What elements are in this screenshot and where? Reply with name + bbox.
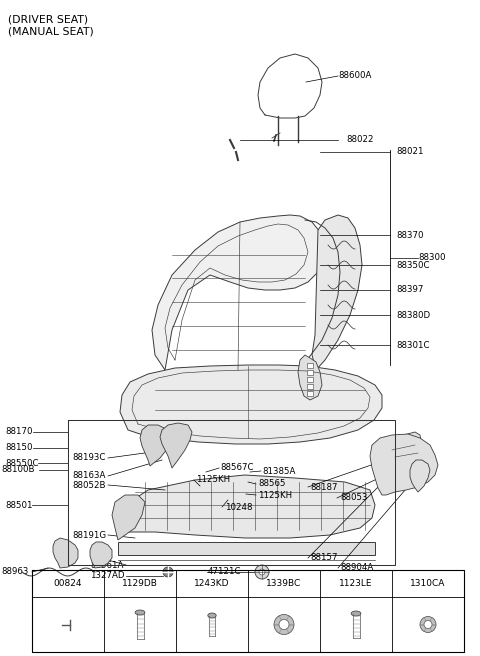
Text: 88100B: 88100B	[1, 466, 35, 474]
Bar	[307, 384, 313, 389]
Polygon shape	[385, 432, 422, 472]
Text: 88397: 88397	[396, 285, 423, 295]
Ellipse shape	[135, 610, 145, 615]
Circle shape	[255, 565, 269, 579]
Text: (DRIVER SEAT): (DRIVER SEAT)	[8, 14, 88, 24]
Text: 1125KH: 1125KH	[196, 476, 230, 485]
Text: 88157: 88157	[310, 554, 337, 562]
Circle shape	[274, 615, 294, 634]
Text: 1129DB: 1129DB	[122, 579, 158, 588]
Bar	[307, 363, 313, 368]
Text: 88350C: 88350C	[396, 260, 430, 270]
Polygon shape	[410, 460, 430, 492]
Polygon shape	[112, 495, 145, 540]
Text: 88550C: 88550C	[5, 459, 38, 468]
Polygon shape	[118, 542, 375, 555]
Text: 88053: 88053	[340, 493, 368, 502]
Polygon shape	[298, 355, 322, 400]
Text: 1339BC: 1339BC	[266, 579, 301, 588]
Polygon shape	[152, 215, 325, 370]
Text: 88300: 88300	[418, 253, 445, 262]
Text: 88150: 88150	[5, 443, 33, 453]
Text: 47121C: 47121C	[208, 567, 241, 577]
Ellipse shape	[351, 611, 361, 616]
Polygon shape	[160, 423, 192, 468]
Text: 88191G: 88191G	[72, 531, 106, 539]
Text: 88187: 88187	[310, 483, 337, 491]
Text: 81385A: 81385A	[262, 466, 295, 476]
Text: 88600A: 88600A	[338, 72, 372, 81]
Text: 88170: 88170	[5, 428, 33, 436]
Text: 88380D: 88380D	[396, 310, 430, 319]
Polygon shape	[370, 434, 438, 495]
Text: 1243KD: 1243KD	[194, 579, 230, 588]
Circle shape	[279, 619, 289, 630]
Polygon shape	[118, 475, 375, 538]
Polygon shape	[120, 365, 382, 444]
Text: 88052B: 88052B	[72, 480, 106, 489]
Text: 88565: 88565	[258, 480, 286, 489]
Text: 88301C: 88301C	[396, 340, 430, 350]
Text: 88561A: 88561A	[90, 560, 123, 569]
Bar	[307, 370, 313, 375]
Text: 1125KH: 1125KH	[258, 491, 292, 499]
Ellipse shape	[208, 613, 216, 618]
Text: 88567C: 88567C	[220, 464, 253, 472]
Text: 88021: 88021	[396, 148, 423, 157]
Circle shape	[259, 569, 265, 575]
Text: 88193C: 88193C	[72, 453, 106, 462]
Text: 1123LE: 1123LE	[339, 579, 373, 588]
Bar	[307, 391, 313, 396]
Polygon shape	[312, 215, 362, 370]
Circle shape	[424, 621, 432, 628]
Text: 88163A: 88163A	[72, 472, 106, 480]
Text: 10248: 10248	[225, 502, 252, 512]
Polygon shape	[90, 542, 112, 568]
Polygon shape	[53, 538, 78, 568]
Text: 00824: 00824	[54, 579, 82, 588]
Text: 1310CA: 1310CA	[410, 579, 446, 588]
Text: 88904A: 88904A	[340, 564, 373, 573]
Text: 1327AD: 1327AD	[90, 571, 124, 581]
Text: (MANUAL SEAT): (MANUAL SEAT)	[8, 26, 94, 36]
Text: 88370: 88370	[396, 230, 423, 239]
Polygon shape	[140, 425, 170, 466]
Circle shape	[420, 617, 436, 632]
Text: 88022: 88022	[346, 136, 373, 144]
Circle shape	[163, 567, 173, 577]
Text: 88963: 88963	[1, 567, 28, 577]
Text: 88501: 88501	[5, 501, 33, 510]
Bar	[307, 377, 313, 382]
